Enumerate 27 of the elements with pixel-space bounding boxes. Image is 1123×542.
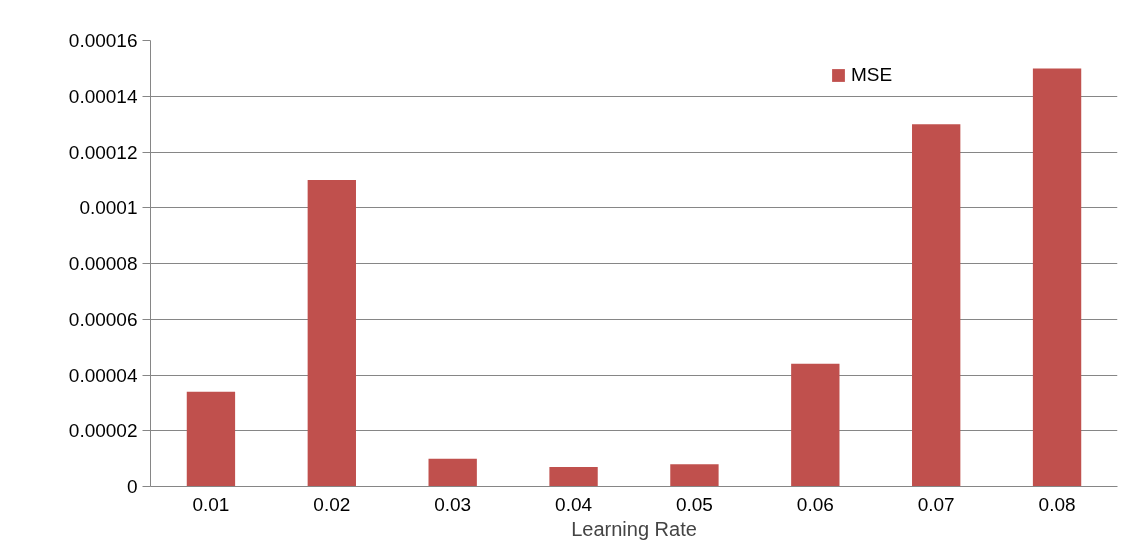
y-tick-label: 0.00014 — [68, 85, 138, 107]
bar — [549, 466, 598, 487]
x-tick-label: 0.07 — [917, 493, 955, 515]
x-tick-label: 0.02 — [313, 493, 351, 515]
x-tick-label: 0.03 — [434, 493, 472, 515]
x-tick-label: 0.04 — [555, 493, 593, 515]
bar — [912, 124, 961, 487]
x-tick-label: 0.06 — [796, 493, 834, 515]
y-tick-label: 0 — [126, 476, 138, 497]
bar — [1032, 68, 1082, 487]
y-tick-label: 0.00012 — [68, 141, 138, 163]
bar — [186, 391, 236, 487]
x-tick-label: 0.08 — [1038, 493, 1076, 515]
bar — [307, 179, 356, 487]
x-tick-label: 0.05 — [675, 493, 713, 515]
y-tick-label: 0.00002 — [68, 420, 138, 442]
bar — [791, 363, 840, 487]
y-tick-label: 0.0001 — [79, 197, 138, 219]
bar — [428, 458, 477, 487]
y-tick-label: 0.00004 — [68, 364, 138, 386]
legend-label: MSE — [851, 64, 893, 86]
x-axis-title: Learning Rate — [571, 517, 697, 540]
bar — [670, 464, 719, 487]
y-tick-label: 0.00016 — [68, 30, 138, 51]
y-tick-label: 0.00006 — [68, 308, 138, 330]
x-tick-label: 0.01 — [192, 493, 230, 515]
y-tick-label: 0.00008 — [68, 253, 138, 274]
